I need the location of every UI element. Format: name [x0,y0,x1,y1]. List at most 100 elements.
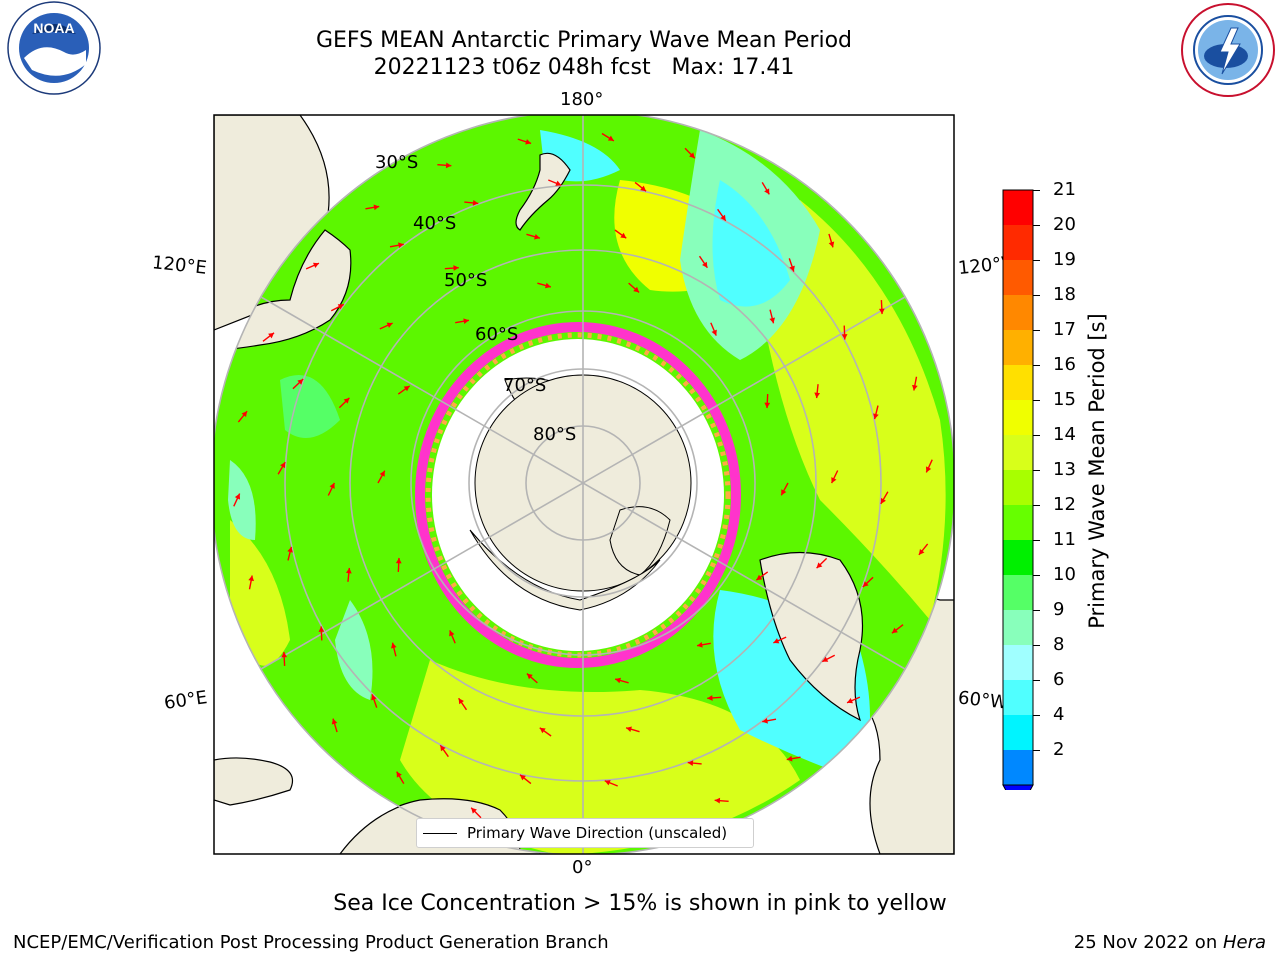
colorbar-tick-label: 15 [1053,389,1076,410]
direction-arrow-head [280,462,286,469]
direction-arrow-head [234,493,241,500]
colorbar-label: Primary Wave Mean Period [s] [1085,313,1109,629]
footer-machine: Hera [1222,932,1266,953]
direction-arrow-head [711,329,717,336]
lon-label-0: 0° [572,857,593,878]
colorbar-tick-label: 2 [1053,739,1065,760]
direction-arrow-head [822,656,829,662]
colorbar-tick-mark [1033,190,1040,191]
colorbar-tick-mark [1033,540,1040,541]
direction-arrow-head [472,200,479,206]
lat-label-40s: 40°S [413,213,457,234]
colorbar-tick-label: 18 [1053,284,1076,305]
colorbar-segment [1003,435,1033,470]
direction-arrow-head [878,308,885,315]
direction-arrow-head [526,673,533,680]
direction-arrow-head [398,242,404,249]
colorbar-tick-label: 9 [1053,599,1065,620]
direction-arrow-head [371,694,377,701]
colorbar-tick-label: 13 [1053,459,1076,480]
direction-arrow-head [781,489,787,496]
direction-arrow-head [918,548,925,555]
direction-arrow-head [458,698,464,705]
colorbar-tick-mark [1033,470,1040,471]
colorbar-segment [1003,295,1033,330]
direction-arrow-head [925,466,932,473]
direction-arrow-head [379,470,385,477]
colorbar-tick-label: 14 [1053,424,1076,445]
direction-arrow-head [880,497,886,504]
colorbar-tick-label: 20 [1053,214,1076,235]
colorbar-segment [1003,645,1033,680]
direction-arrow-head [789,265,795,272]
map-legend: Primary Wave Direction (unscaled) [416,818,754,848]
direction-arrow-head [386,322,393,328]
direction-arrow-head [720,214,726,221]
direction-arrow-head [814,392,821,399]
legend-line-swatch [423,832,457,834]
colorbar-tick-label: 12 [1053,494,1076,515]
direction-arrow-head [373,204,380,211]
direction-arrow-head [764,188,770,195]
colorbar-extend-triangle [1002,784,1034,790]
noaa-logo-text: NOAA [33,20,74,36]
direction-arrow-head [786,755,793,762]
colorbar [1002,189,1034,790]
colorbar-segment [1003,190,1033,225]
map-frame [213,114,955,855]
graticule [214,115,954,854]
direction-arrow-head [640,185,647,192]
direction-arrow-head [633,286,640,293]
colorbar-tick-mark [1033,750,1040,751]
direction-arrow-head [615,677,621,684]
colorbar-segment [1003,505,1033,540]
footer-date: 25 Nov 2022 on Hera [1074,932,1266,953]
sea-ice-caption: Sea Ice Concentration > 15% is shown in … [333,891,947,916]
colorbar-tick-mark [1033,260,1040,261]
direction-arrow-head [463,318,469,325]
direction-arrow-head [329,482,335,489]
direction-arrow-head [312,262,319,269]
direction-arrow-head [847,697,854,704]
colorbar-tick-label: 10 [1053,564,1076,585]
direction-arrow-head [519,774,526,781]
direction-arrow-head [828,241,835,248]
lat-label-70s: 70°S [503,375,547,396]
colorbar-tick-mark [1033,365,1040,366]
colorbar-segment [1003,470,1033,505]
colorbar-segment [1003,680,1033,715]
direction-arrow-head [607,135,614,141]
direction-arrow-head [841,334,848,340]
direction-arrow-head [689,152,695,159]
colorbar-segment [1003,330,1033,365]
colorbar-segment [1003,365,1033,400]
colorbar-segment [1003,260,1033,295]
direction-arrow-head [318,626,325,632]
colorbar-tick-label: 16 [1053,354,1076,375]
chart-subtitle: 20221123 t06z 048h fcst Max: 17.41 [373,55,795,80]
direction-arrow-head [769,317,775,324]
direction-arrow-head [534,233,540,240]
direction-arrow-head [873,413,879,420]
lat-label-50s: 50°S [444,270,488,291]
direction-arrow-head [816,562,823,569]
direction-arrow-head [714,797,721,804]
direction-arrow-head [248,575,254,582]
colorbar-tick-label: 17 [1053,319,1076,340]
direction-arrow-head [891,627,898,634]
direction-arrow-head [268,332,275,339]
colorbar-tick-label: 6 [1053,669,1065,690]
direction-arrow-head [604,780,611,786]
direction-arrow-head [764,402,771,409]
colorbar-tick-mark [1033,575,1040,576]
colorbar-tick-label: 8 [1053,634,1065,655]
nws-logo [1181,3,1275,97]
direction-arrow-head [687,760,694,766]
direction-arrow-head [707,695,713,701]
direction-arrow-head [403,385,410,392]
direction-arrow-head [831,477,837,484]
direction-arrow-head [773,638,780,644]
colorbar-tick-label: 19 [1053,249,1076,270]
direction-arrow-head [396,771,402,778]
colorbar-tick-mark [1033,400,1040,401]
